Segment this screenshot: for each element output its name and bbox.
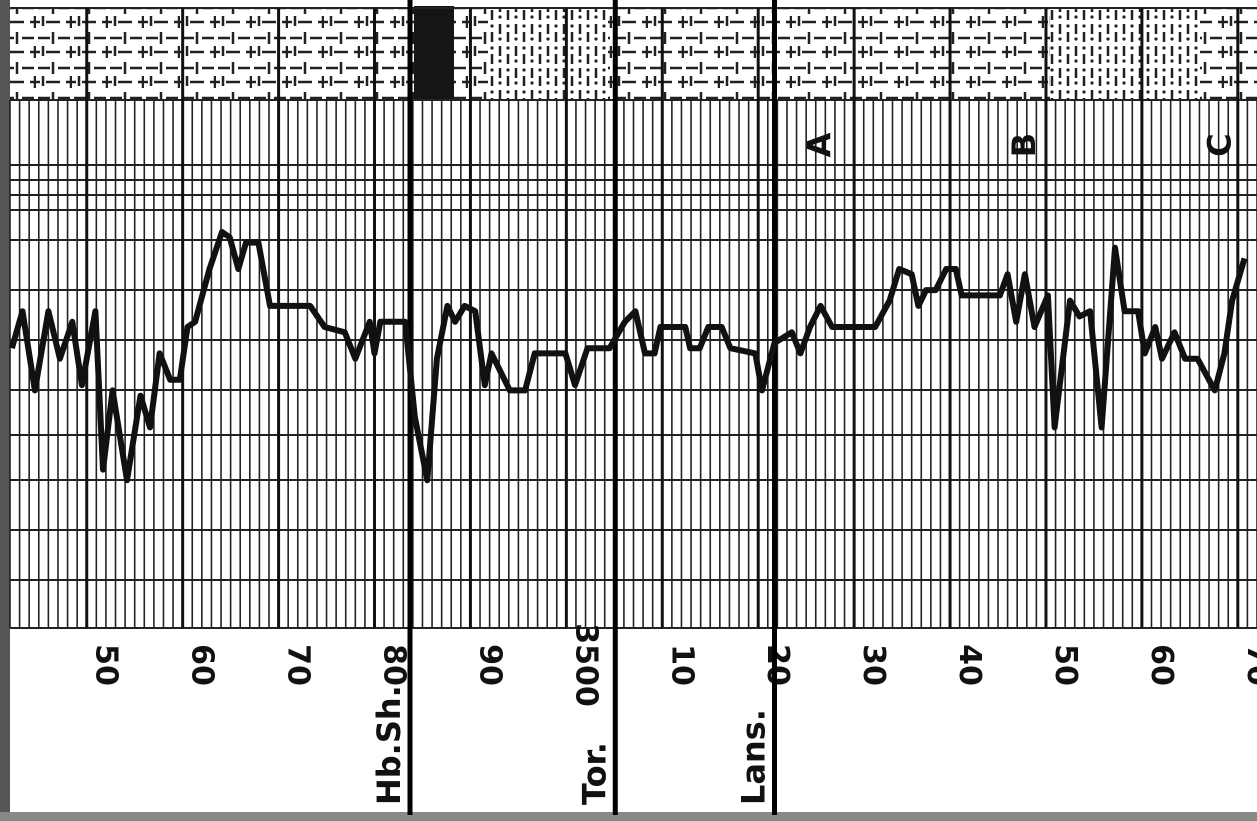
x-tick-label: 40 [952, 644, 987, 686]
x-tick-label: 80 [377, 644, 412, 686]
x-tick-label: 90 [472, 644, 507, 686]
x-tick-label: 30 [856, 644, 891, 686]
x-tick-label: 20 [760, 644, 795, 686]
x-tick-label: 3500 [568, 623, 603, 707]
x-tick-label: 60 [185, 644, 220, 686]
zone-label: B [1005, 133, 1043, 157]
x-tick-label: 50 [89, 644, 124, 686]
x-tick-label: 70 [1240, 644, 1257, 686]
x-tick-label: 70 [281, 644, 316, 686]
x-tick-label: 60 [1144, 644, 1179, 686]
formation-label: Lans. [735, 709, 773, 805]
zone-label: A [801, 132, 839, 157]
scan-edge [0, 812, 1257, 821]
lithology-sandstone [1050, 8, 1200, 100]
lithology-sandstone [488, 8, 608, 100]
x-tick-label: 10 [664, 644, 699, 686]
zone-label: C [1201, 133, 1239, 156]
lithology-shale [414, 6, 454, 100]
lithology-limestone [10, 8, 1257, 100]
x-tick-label: 50 [1048, 644, 1083, 686]
formation-label: Tor. [575, 742, 613, 805]
formation-label: Hb.Sh. [370, 685, 408, 805]
log-curve [9, 229, 1248, 484]
scan-edge [0, 0, 10, 821]
